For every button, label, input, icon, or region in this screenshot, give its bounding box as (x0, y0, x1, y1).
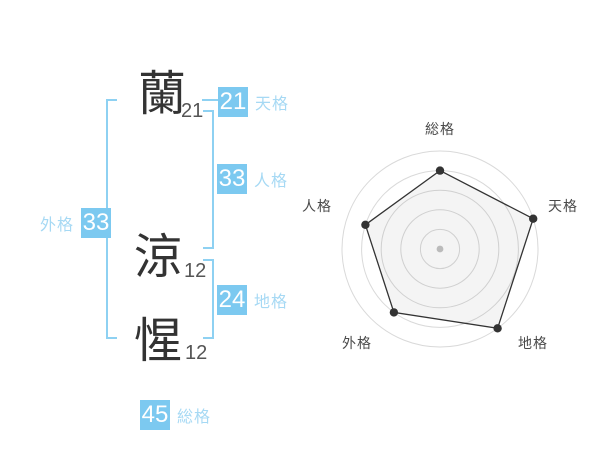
given-kanji-1-stroke-count: 12 (184, 260, 207, 282)
given-kanji-1: 涼 (134, 231, 183, 284)
jinkaku-badge-row: 33 人格 (217, 164, 288, 194)
chikaku-bracket (203, 259, 214, 339)
given-kanji-2-stroke-count: 12 (185, 342, 208, 364)
radar-grid-ring (341, 150, 539, 348)
radar-center-dot (436, 245, 444, 253)
gaikaku-value-badge: 33 (81, 208, 112, 238)
surname-kanji-1: 蘭 (138, 68, 187, 121)
radar-value-polygon (364, 169, 534, 330)
radar-axis-label: 天格 (548, 198, 578, 214)
radar-grid-ring (400, 209, 480, 289)
radar-vertex-dot (389, 308, 399, 317)
gaikaku-badge-row: 外格 33 (40, 208, 112, 238)
tenkaku-connector-line (202, 99, 218, 101)
jinkaku-bracket (203, 110, 214, 249)
chikaku-value-badge: 24 (217, 285, 247, 315)
radar-grid-ring (380, 189, 500, 309)
radar-vertex-dot (529, 214, 538, 223)
radar-axis-label: 人格 (302, 198, 332, 214)
soukaku-value-badge: 45 (140, 400, 170, 430)
surname-kanji-1-stroke-count: 21 (181, 100, 204, 122)
jinkaku-label: 人格 (254, 173, 289, 190)
radar-axis-label: 外格 (342, 335, 372, 351)
chikaku-label: 地格 (254, 294, 289, 311)
radar-grid-ring (419, 228, 461, 270)
soukaku-label: 総格 (177, 409, 212, 426)
radar-vertex-dot (493, 324, 502, 333)
given-kanji-2: 惺 (134, 315, 183, 368)
radar-axis-label: 地格 (518, 335, 548, 351)
radar-vertex-dot (361, 220, 370, 229)
chikaku-badge-row: 24 地格 (217, 285, 288, 315)
gaikaku-label: 外格 (40, 217, 75, 234)
soukaku-badge-row: 45 総格 (140, 400, 211, 430)
tenkaku-badge-row: 21 天格 (218, 87, 289, 117)
jinkaku-value-badge: 33 (217, 164, 247, 194)
tenkaku-value-badge: 21 (218, 87, 248, 117)
radar-vertex-dot (435, 166, 445, 175)
tenkaku-label: 天格 (255, 96, 290, 113)
radar-axis-label: 総格 (425, 121, 455, 137)
